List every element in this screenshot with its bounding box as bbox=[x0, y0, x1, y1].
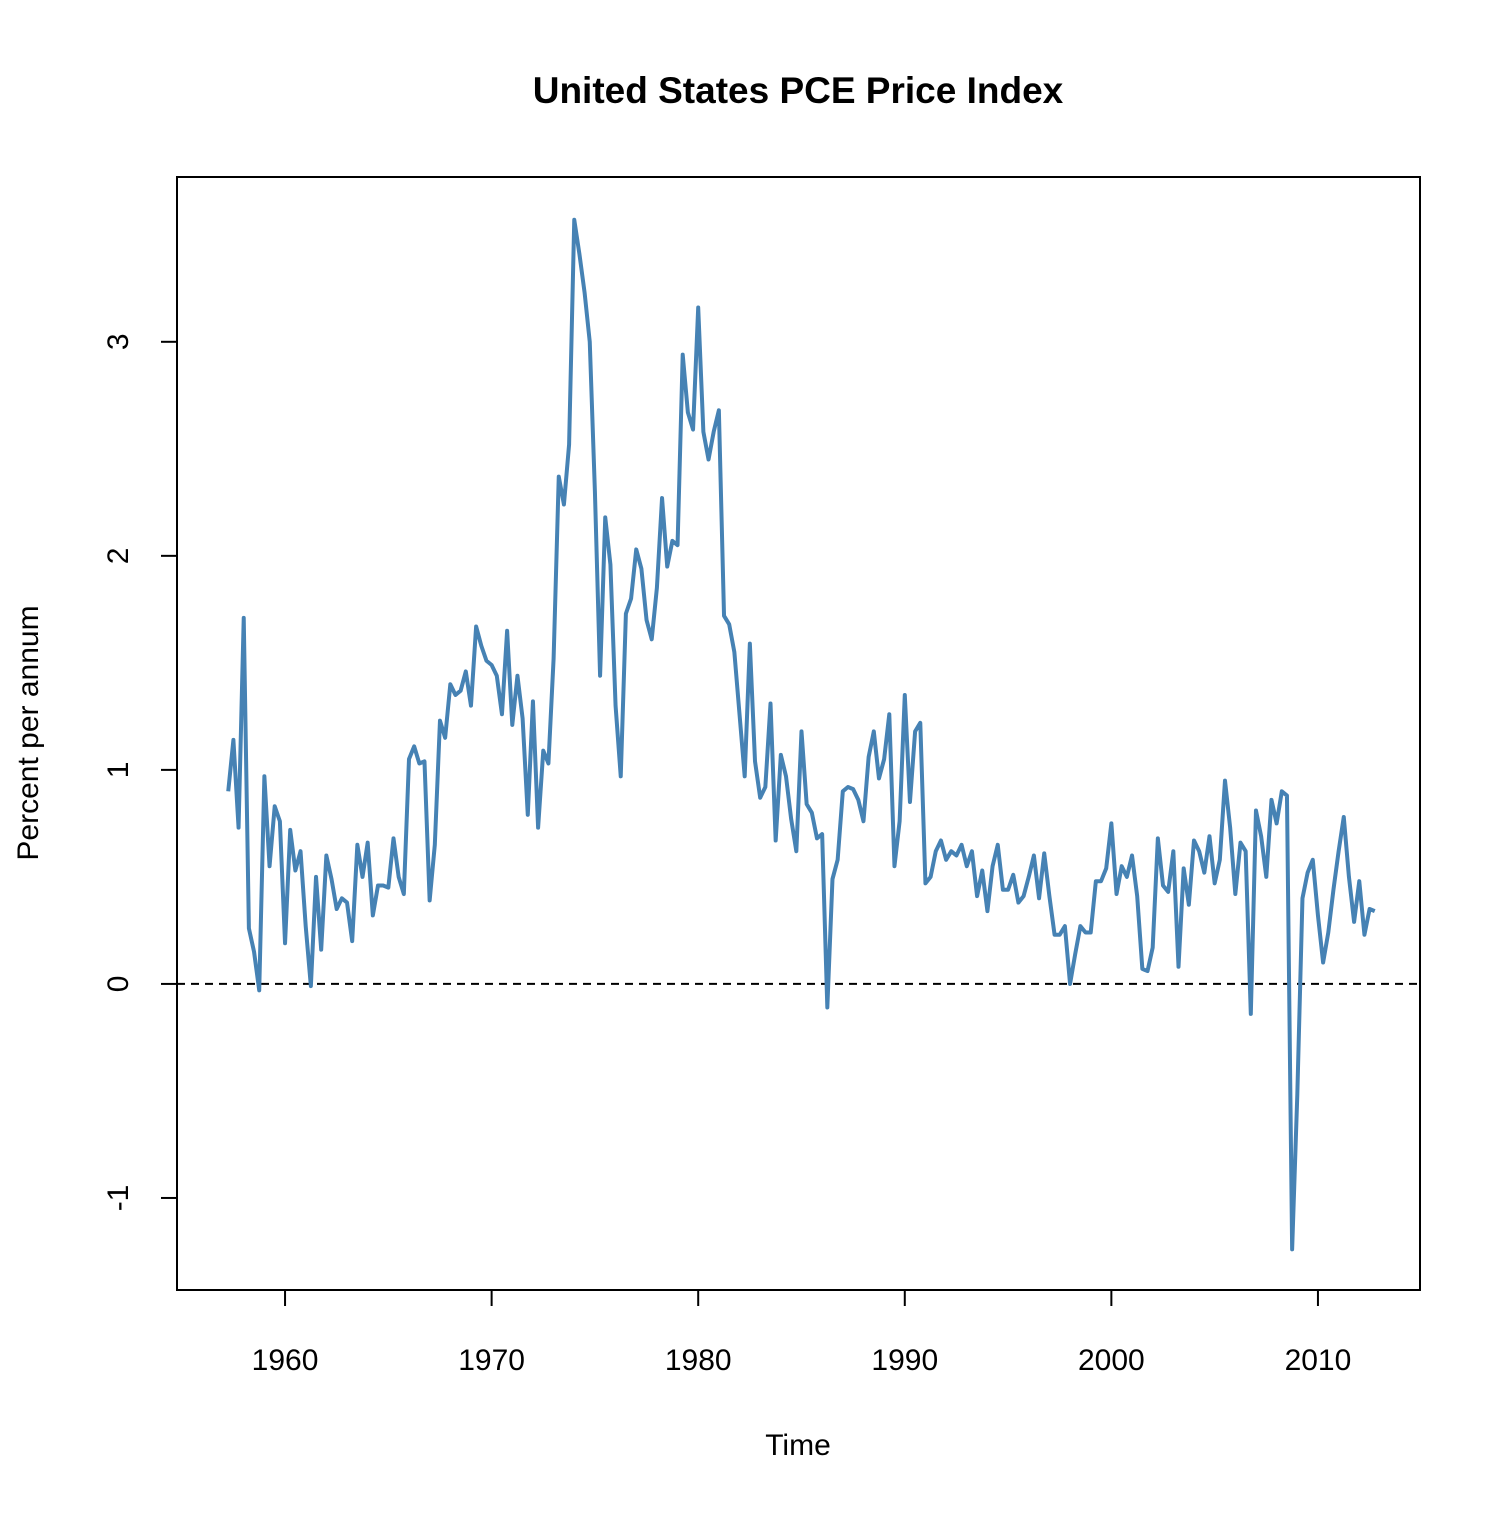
x-tick-label: 2000 bbox=[1078, 1344, 1145, 1377]
x-axis-label: Time bbox=[765, 1429, 831, 1462]
x-tick-label: 1980 bbox=[665, 1344, 732, 1377]
y-tick-label: 2 bbox=[102, 548, 135, 565]
chart-title: United States PCE Price Index bbox=[533, 70, 1064, 111]
plot-frame bbox=[176, 176, 1421, 1291]
x-tick-label: 1960 bbox=[252, 1344, 319, 1377]
y-tick-label: 1 bbox=[102, 762, 135, 779]
x-tick-label: 1970 bbox=[458, 1344, 525, 1377]
series-line bbox=[226, 217, 1376, 1252]
x-tick-label: 2010 bbox=[1285, 1344, 1352, 1377]
y-tick-label: -1 bbox=[102, 1185, 135, 1212]
y-tick-label: 0 bbox=[102, 976, 135, 993]
y-axis-label: Percent per annum bbox=[12, 605, 45, 860]
x-tick-label: 1990 bbox=[871, 1344, 938, 1377]
y-tick-label: 3 bbox=[102, 333, 135, 350]
